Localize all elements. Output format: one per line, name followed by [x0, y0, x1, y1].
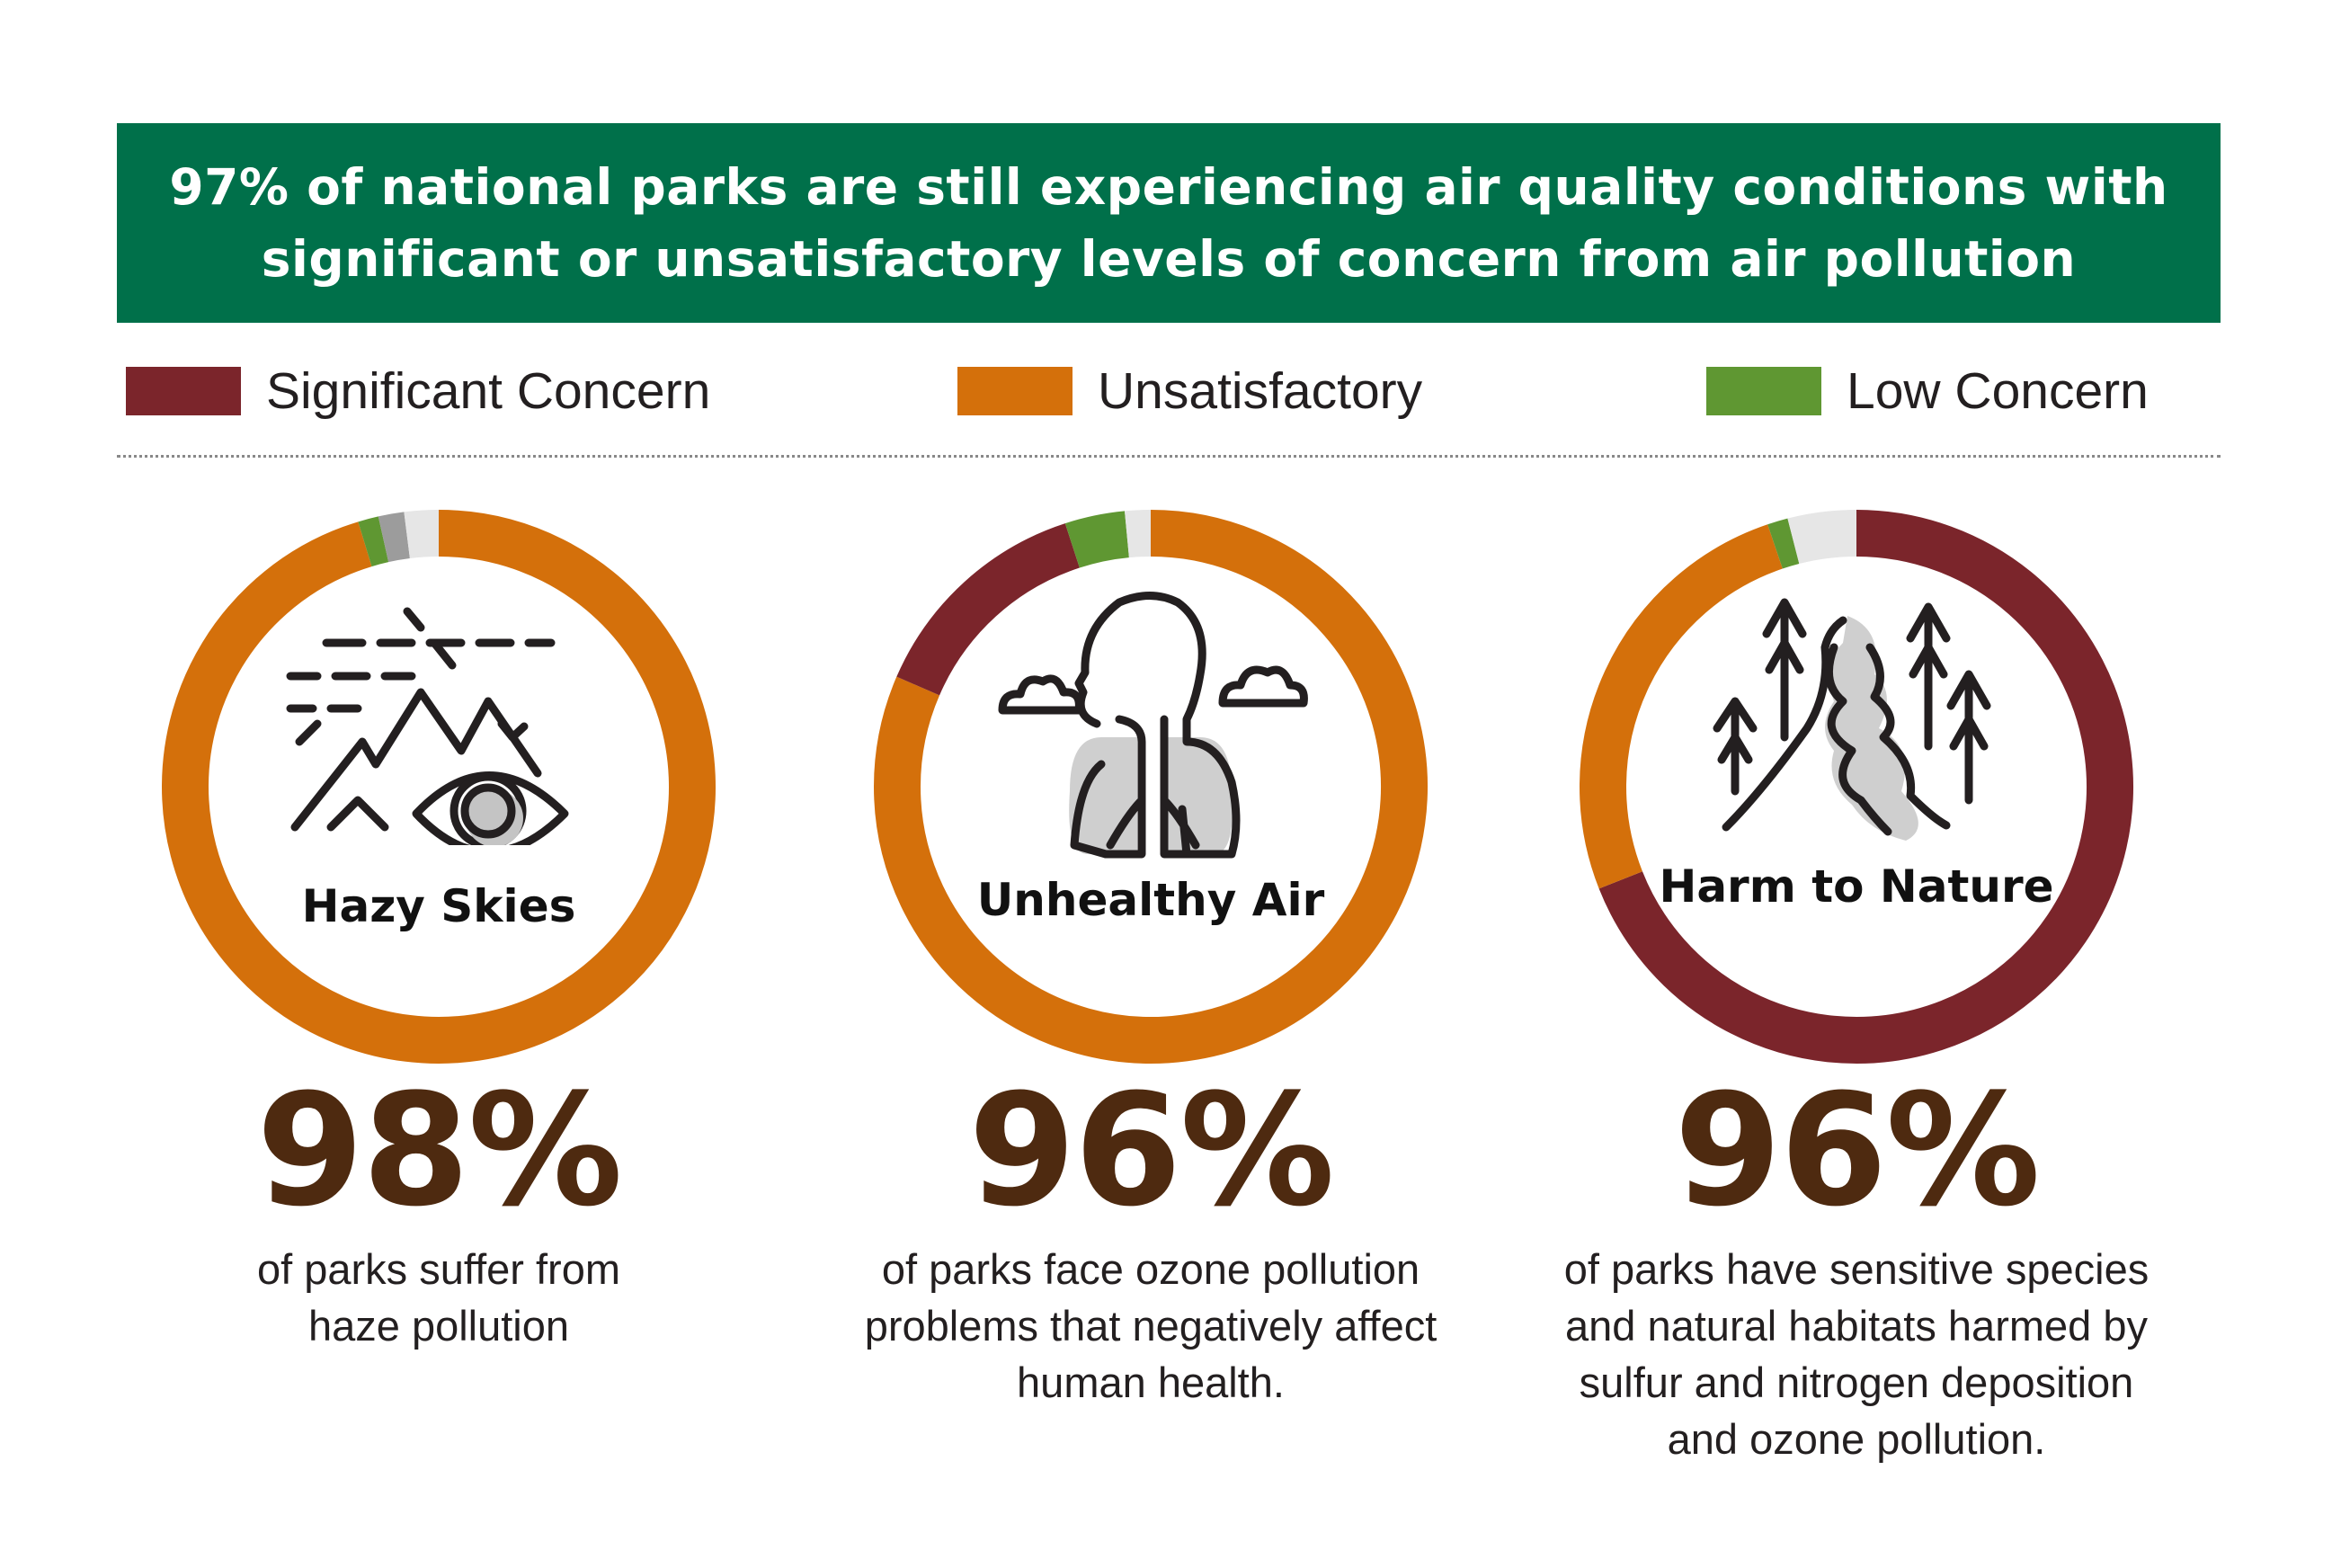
- headline-percent: 96%: [1674, 1060, 2041, 1241]
- headline-percent: 98%: [256, 1060, 623, 1241]
- donut-slice: [404, 510, 440, 559]
- headline-banner: 97% of national parks are still experien…: [117, 123, 2221, 323]
- legend-label: Low Concern: [1847, 362, 2149, 420]
- headline-percent: 96%: [968, 1060, 1335, 1241]
- donut-slice: [378, 512, 411, 563]
- donut-slice: [874, 510, 1428, 1064]
- panel-harm-to-nature: Harm to Nature 96% of parks have sensiti…: [1564, 508, 2149, 1542]
- donut-chart: [874, 510, 1428, 1064]
- donut-slice: [1064, 511, 1130, 568]
- donut-chart: [162, 510, 716, 1064]
- legend-divider: [117, 455, 2221, 458]
- legend-label: Unsatisfactory: [1098, 362, 1423, 420]
- donut-slice: [1787, 510, 1857, 565]
- panel-label: Harm to Nature: [1659, 860, 2054, 913]
- panel-label: Unhealthy Air: [976, 874, 1325, 926]
- panel-description: of parks have sensitive species and natu…: [1563, 1245, 2150, 1463]
- donut-slice: [358, 516, 389, 567]
- donut-slice: [162, 510, 716, 1064]
- lungs-head-icon: [998, 592, 1308, 859]
- donut-slice: [1580, 524, 1784, 889]
- donut-slice: [896, 523, 1081, 696]
- donut-slice: [1767, 518, 1800, 569]
- panel-description: of parks suffer from haze pollution: [257, 1245, 620, 1350]
- donut-slice: [1598, 510, 2133, 1064]
- legend-item-unsatisfactory: Unsatisfactory: [957, 362, 1423, 420]
- legend-item-significant: Significant Concern: [126, 362, 711, 420]
- donut-slice: [1125, 510, 1152, 558]
- panel-hazy-skies: Hazy Skies 98% of parks suffer from haze…: [151, 508, 726, 1542]
- panel-description: of parks face ozone pollution problems t…: [864, 1245, 1437, 1406]
- page-title: 97% of national parks are still experien…: [169, 158, 2168, 288]
- legend-swatch-significant: [126, 367, 241, 415]
- legend-swatch-unsatisfactory: [957, 367, 1073, 415]
- legend-swatch-low: [1706, 367, 1821, 415]
- legend-item-low: Low Concern: [1706, 362, 2149, 420]
- hazy-mountain-eye-icon: [286, 607, 569, 845]
- forest-river-icon: [1713, 598, 1991, 841]
- donut-chart: [1580, 510, 2133, 1064]
- panel-label: Hazy Skies: [301, 880, 576, 932]
- legend-label: Significant Concern: [266, 362, 711, 420]
- panel-unhealthy-air: Unhealthy Air 96% of parks face ozone po…: [863, 508, 1438, 1542]
